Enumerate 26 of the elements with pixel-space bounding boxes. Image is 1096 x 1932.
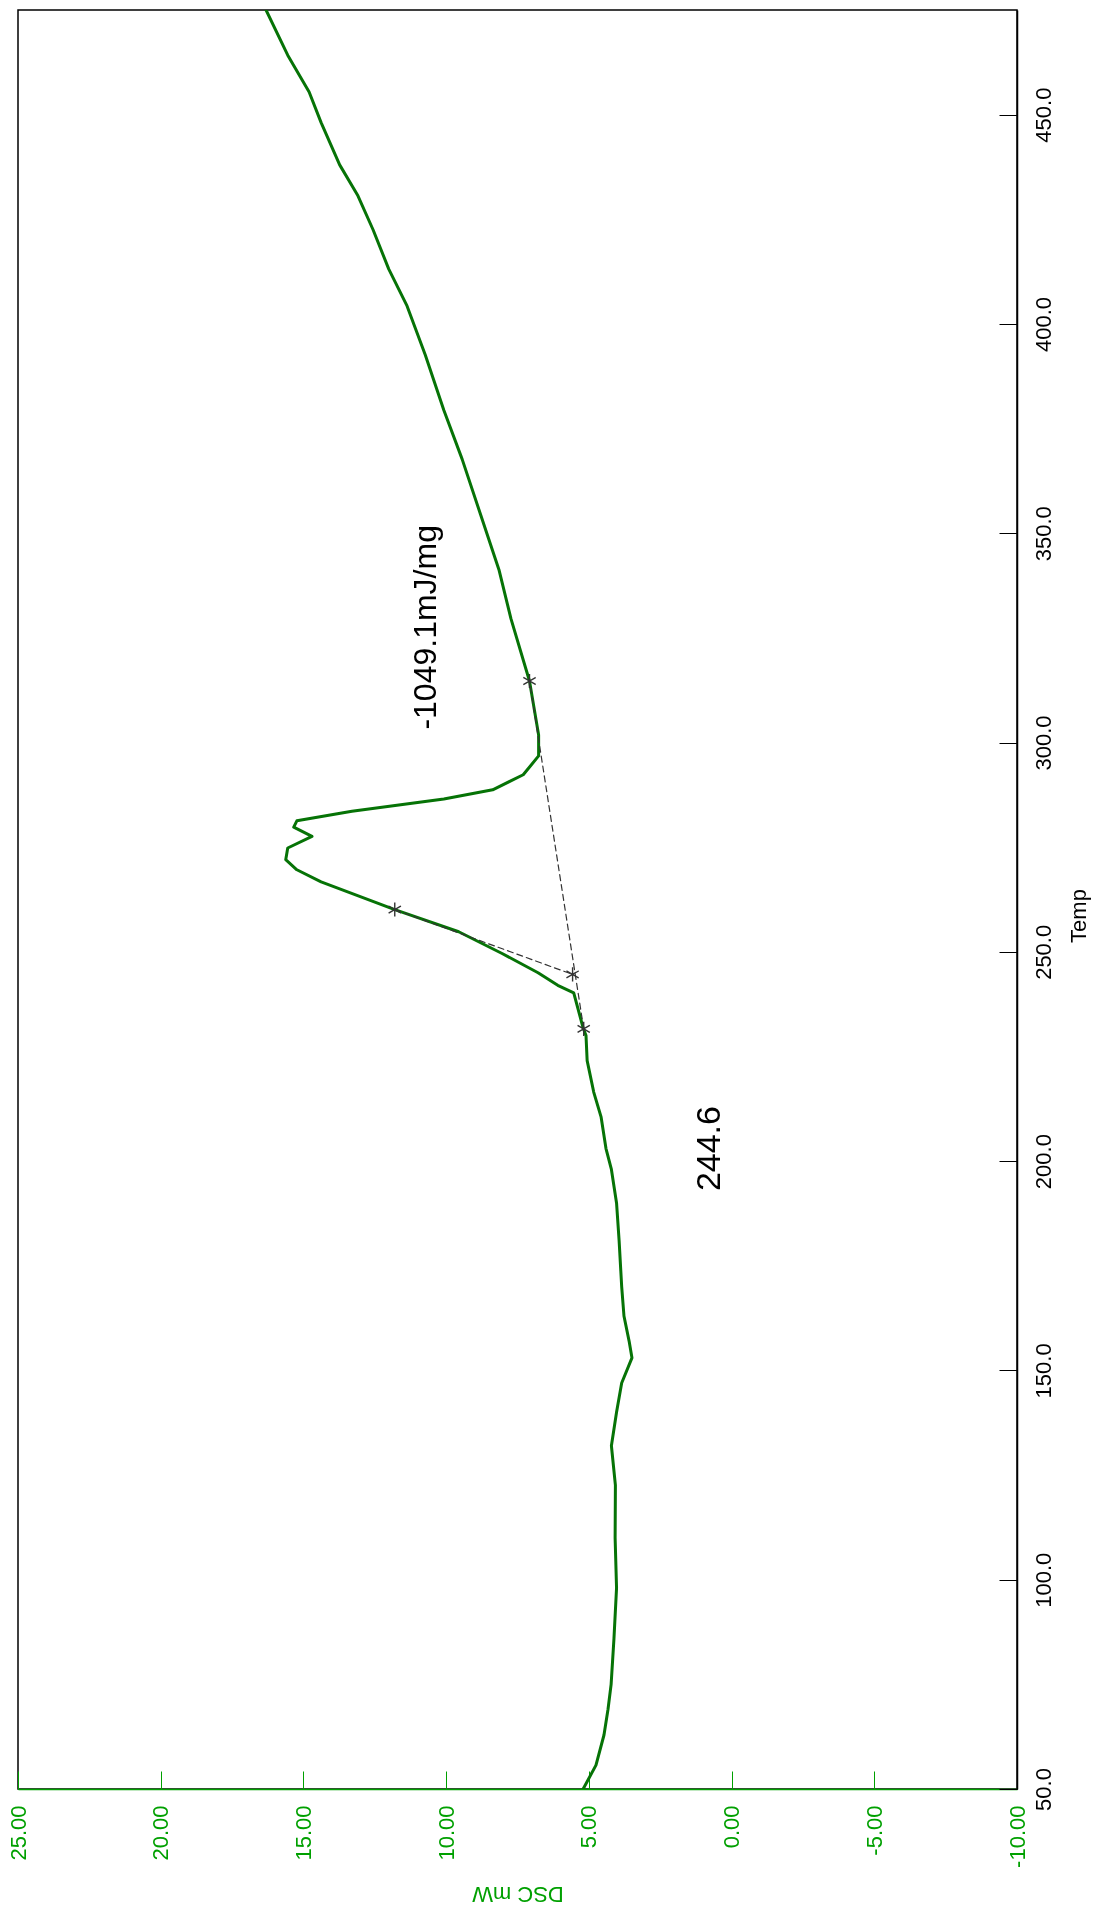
- point: [565, 966, 580, 983]
- line-series: [264, 10, 634, 1789]
- x-tick-label: 20.00: [148, 1805, 174, 1861]
- y-tick-label: 150.0: [1030, 1343, 1056, 1399]
- y-tick-label: 250.0: [1030, 924, 1056, 980]
- x-tick-label: 25.00: [5, 1805, 31, 1861]
- annotation: -1049.1mJ/mg: [406, 525, 443, 730]
- y-tick-label: 350.0: [1030, 506, 1056, 562]
- x-tick-label: 10.00: [433, 1805, 459, 1861]
- x-tick-label: 15.00: [290, 1805, 316, 1861]
- point: [387, 901, 402, 918]
- y-tick-label: 400.0: [1030, 296, 1056, 352]
- x-tick-label: 0.00: [719, 1805, 745, 1849]
- x-tick-label: -10.00: [1004, 1805, 1030, 1868]
- point: [576, 1021, 591, 1037]
- point: [522, 673, 537, 689]
- y-axis-title: Temp: [1065, 889, 1091, 943]
- y-tick-label: 200.0: [1030, 1134, 1056, 1190]
- annotation: 244.6: [689, 1106, 728, 1192]
- y-tick-label: 300.0: [1030, 715, 1056, 771]
- x-tick-label: -5.00: [861, 1805, 887, 1856]
- x-axis-title: DSC mW: [471, 1881, 564, 1907]
- y-tick-label: 50.0: [1030, 1768, 1056, 1811]
- y-tick-label: 100.0: [1030, 1552, 1056, 1608]
- y-tick-label: 450.0: [1030, 87, 1056, 143]
- x-tick-label: 5.00: [576, 1805, 602, 1849]
